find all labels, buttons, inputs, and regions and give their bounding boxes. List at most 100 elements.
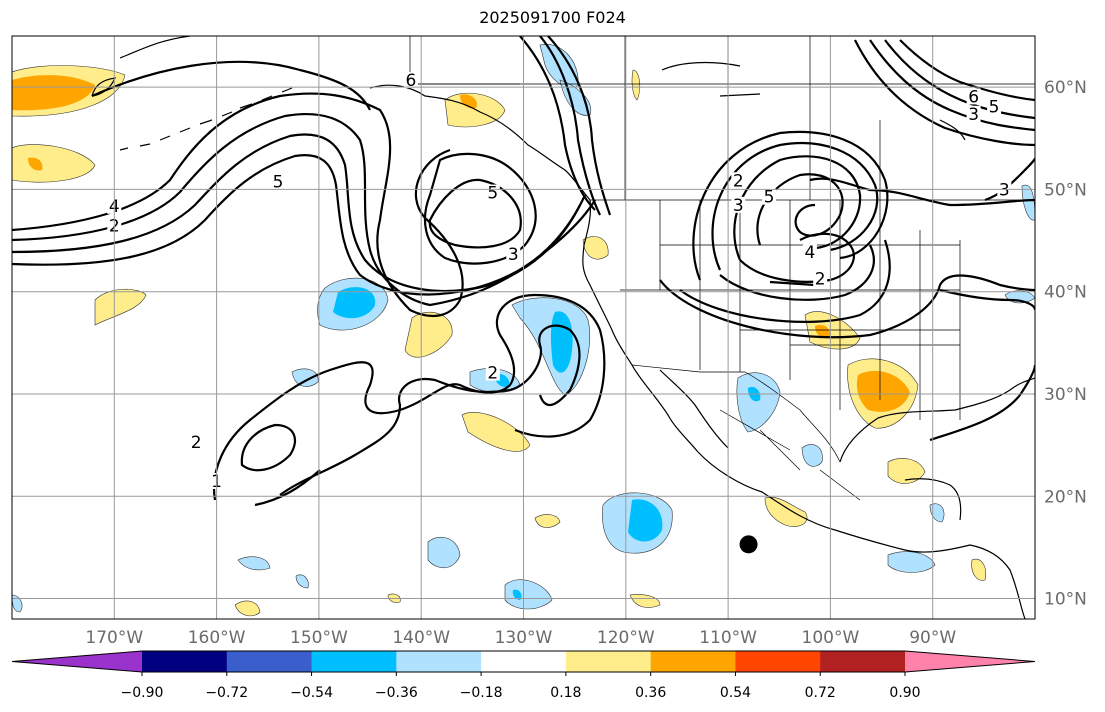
contour-label: 5 <box>989 98 1000 118</box>
latitude-tick-label: 50°N <box>1044 180 1087 200</box>
negative-anomaly-area <box>1021 184 1035 221</box>
contour-label-background <box>966 105 981 122</box>
contour-line <box>279 324 581 496</box>
contour-lines <box>12 36 1035 507</box>
strong-positive-anomaly-area <box>815 324 831 339</box>
contour-line <box>547 36 612 216</box>
coastlines <box>91 36 1035 619</box>
contour-label-background <box>189 434 204 451</box>
positive-anomaly-area <box>534 514 561 528</box>
contour-label: 6 <box>968 87 979 107</box>
strong-negative-anomaly-area <box>628 499 663 542</box>
contour-label: 2 <box>733 171 744 191</box>
positive-anomaly-area <box>629 594 661 608</box>
contour-label: 3 <box>508 245 519 265</box>
negative-anomaly-area <box>295 574 309 589</box>
colorbar-segment <box>481 651 567 672</box>
positive-anomaly-area <box>12 144 96 183</box>
longitude-tick-label: 90°W <box>909 628 956 648</box>
contour-line <box>984 157 1035 202</box>
positive-anomaly-area <box>582 236 609 260</box>
contour-line <box>769 280 816 287</box>
graticule <box>12 36 1035 619</box>
positive-anomaly-area <box>94 288 147 326</box>
contour-label-background <box>403 72 418 89</box>
contour-line <box>869 39 1035 132</box>
contour-line <box>679 239 891 323</box>
colorbar-segment <box>226 651 313 672</box>
contour-label-background <box>966 88 981 105</box>
contour-label: 6 <box>406 71 417 91</box>
anomaly-shading <box>12 43 1035 617</box>
negative-anomaly-area <box>12 594 23 613</box>
negative-anomaly-area <box>291 368 319 387</box>
colorbar-tick-label: 0.90 <box>889 685 920 701</box>
contour-line <box>91 60 371 111</box>
longitude-tick-label: 150°W <box>290 628 348 648</box>
contour-line <box>428 178 522 249</box>
contour-label-background <box>731 196 746 213</box>
contour-line <box>423 152 537 265</box>
contour-line <box>12 154 587 296</box>
contour-line <box>254 469 321 507</box>
contour-label: 2 <box>191 433 202 453</box>
contour-label-background <box>802 243 817 260</box>
negative-anomaly-area <box>929 503 945 523</box>
map-frame <box>11 35 1036 620</box>
colorbar-segment <box>396 651 482 672</box>
colorbar <box>11 650 1036 673</box>
longitude-tick-label: 170°W <box>85 628 143 648</box>
longitude-tick-label: 130°W <box>495 628 553 648</box>
positive-anomaly-area <box>234 600 261 617</box>
colorbar-tick-label: 0.18 <box>550 685 581 701</box>
strong-negative-anomaly-area <box>333 287 376 319</box>
colorbar-tick-label: 0.54 <box>720 685 751 701</box>
contour-line <box>12 133 581 293</box>
longitude-tick-label: 140°W <box>392 628 450 648</box>
contour-label: 2 <box>815 269 826 289</box>
coastline-gulf <box>839 377 1035 521</box>
contour-label: 4 <box>805 243 816 263</box>
colorbar-segment <box>142 651 228 672</box>
contour-label-background <box>270 173 285 190</box>
strong-positive-anomaly-area <box>28 157 43 171</box>
colorbar-segment <box>311 651 397 672</box>
longitude-tick-label: 120°W <box>597 628 655 648</box>
positive-anomaly-area <box>971 558 986 581</box>
contour-label: 5 <box>764 188 775 208</box>
contour-line <box>884 39 1035 120</box>
longitude-tick-labels: 170°W 160°W 150°W 140°W 130°W 120°W 110°W 100°W… <box>85 628 956 648</box>
colorbar-segment <box>650 651 736 672</box>
strong-positive-anomaly-area <box>856 370 910 412</box>
figure-title: 2025091700 F024 <box>479 8 626 27</box>
colorbar-segment <box>735 651 821 672</box>
contour-label-background <box>506 245 521 262</box>
longitude-tick-label: 100°W <box>802 628 860 648</box>
contour-line <box>719 244 875 301</box>
latitude-tick-label: 30°N <box>1044 385 1087 405</box>
us-mexico-border <box>631 364 841 463</box>
negative-anomaly-area <box>801 444 823 467</box>
positive-anomaly-area <box>461 412 531 452</box>
colorbar-tick-label: 0.36 <box>635 685 666 701</box>
latitude-tick-labels: 10°N 20°N 30°N 40°N 50°N 60°N <box>1044 78 1087 609</box>
negative-anomaly-area <box>427 536 461 568</box>
colorbar-tick-label: −0.90 <box>121 685 164 701</box>
contour-line <box>711 141 879 271</box>
colorbar-extend-low <box>12 651 142 672</box>
colorbar-tick-label: −0.54 <box>290 685 333 701</box>
positive-anomaly-area <box>631 69 641 101</box>
negative-anomaly-area <box>511 297 591 396</box>
strong-positive-anomaly-area <box>12 75 95 111</box>
contour-label-background <box>731 172 746 189</box>
latitude-tick-label: 20°N <box>1044 487 1087 507</box>
coastline-mexico <box>697 451 1026 619</box>
colorbar-segment <box>565 651 652 672</box>
contour-label-background <box>813 270 828 287</box>
coastline-hudson <box>661 61 966 141</box>
contour-label: 3 <box>968 105 979 125</box>
contour-line <box>659 274 1035 339</box>
negative-anomaly-area <box>504 579 553 610</box>
contour-label: 5 <box>487 184 498 204</box>
